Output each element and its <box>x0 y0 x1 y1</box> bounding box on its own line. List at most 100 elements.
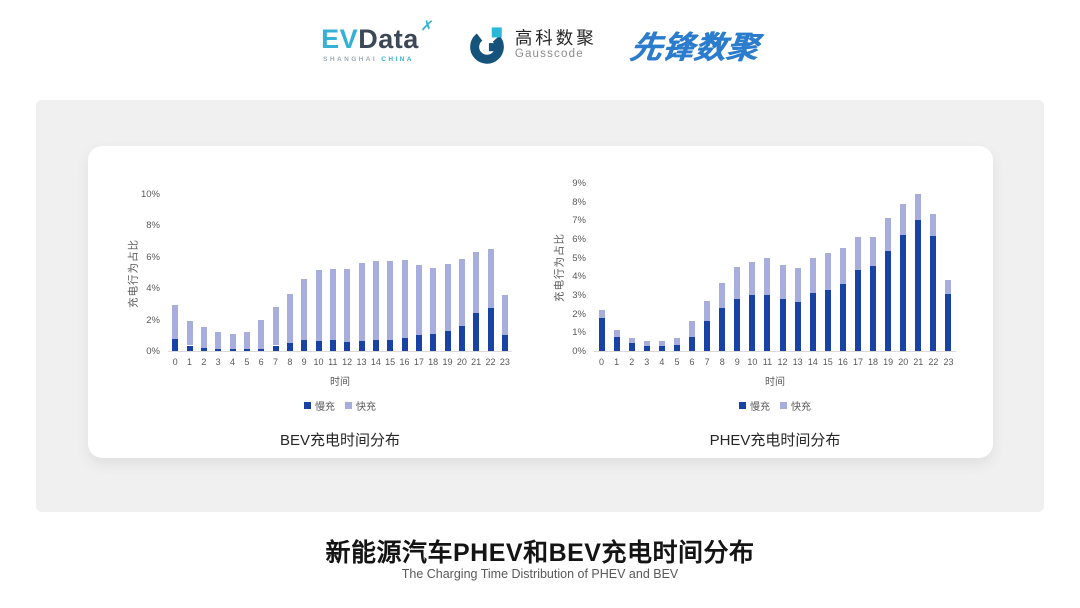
bar-segment-fast <box>358 263 365 341</box>
bar-segment-fast <box>258 319 265 349</box>
y-tick-label: 8% <box>572 196 586 208</box>
bar-segment-slow <box>915 220 922 351</box>
x-tick-label: 14 <box>807 357 818 367</box>
bar-segment-slow <box>824 290 831 351</box>
x-tick-label: 15 <box>385 357 396 367</box>
bar-segment-fast <box>915 194 922 221</box>
x-tick-label: 11 <box>328 357 338 367</box>
bar-segment-fast <box>628 337 635 343</box>
bar-segment-slow <box>885 251 892 351</box>
x-tick-label: 2 <box>201 357 207 367</box>
x-tick-label: 20 <box>898 357 909 367</box>
bar-segment-slow <box>243 349 250 351</box>
bar-segment-slow <box>329 340 336 351</box>
x-tick-label: 5 <box>244 357 250 367</box>
y-tick-label: 0% <box>572 346 586 357</box>
bar-segment-slow <box>358 340 365 351</box>
bar-segment-slow <box>200 347 207 351</box>
legend-swatch-icon <box>345 402 352 409</box>
bar-segment-fast <box>839 248 846 284</box>
bar-segment-slow <box>643 346 650 351</box>
bar-segment-slow <box>689 337 696 351</box>
x-tick-label: 6 <box>689 357 695 367</box>
bar-segment-fast <box>473 252 480 314</box>
bar-segment-slow <box>734 298 741 351</box>
page-subtitle: The Charging Time Distribution of PHEV a… <box>401 567 679 581</box>
x-tick-label: 10 <box>313 357 324 367</box>
x-tick-label: 16 <box>837 357 848 367</box>
x-tick-label: 0 <box>172 357 178 367</box>
bar-segment-slow <box>344 341 351 351</box>
bar-segment-fast <box>229 333 236 350</box>
x-tick-label: 21 <box>913 357 924 367</box>
bar-segment-fast <box>301 278 308 340</box>
bar-segment-fast <box>286 294 293 344</box>
x-axis-line <box>168 351 512 352</box>
y-tick-label: 8% <box>146 220 160 232</box>
x-tick-label: 13 <box>356 357 367 367</box>
bar-segment-slow <box>286 343 293 351</box>
evdata-wordmark: EV Data ✗ <box>321 17 435 53</box>
x-tick-label: 19 <box>883 357 894 367</box>
evdata-logo: EV Data ✗ SHANGHAI CHINA <box>321 17 435 64</box>
x-tick-label: 3 <box>644 357 650 367</box>
y-tick-label: 9% <box>572 178 586 189</box>
y-tick-label: 3% <box>572 290 586 301</box>
gausscode-cn-text: 高科数聚 <box>514 27 597 48</box>
x-tick-label: 1 <box>614 357 620 367</box>
x-tick-label: 22 <box>928 357 939 367</box>
bar-segment-fast <box>487 248 494 308</box>
bar-segment-fast <box>186 321 193 346</box>
y-tick-label: 0% <box>146 346 160 357</box>
bar-segment-slow <box>628 342 635 351</box>
y-tick-label: 10% <box>140 189 160 200</box>
legend-item: 快充 <box>345 398 376 413</box>
gausscode-logo: 高科数聚 Gausscode <box>468 26 597 64</box>
x-tick-label: 12 <box>342 357 353 367</box>
bar-segment-slow <box>401 337 408 351</box>
x-tick-label: 6 <box>258 357 264 367</box>
bar-segment-slow <box>315 340 322 351</box>
x-tick-label: 18 <box>868 357 879 367</box>
bar-segment-slow <box>719 308 726 351</box>
evdata-star-icon: ✗ <box>419 16 435 36</box>
bar-segment-fast <box>598 309 605 319</box>
x-axis-line <box>594 351 956 352</box>
bar-segment-fast <box>673 337 680 346</box>
bar-segment-slow <box>613 337 620 351</box>
bar-segment-slow <box>215 348 222 351</box>
y-tick-label: 4% <box>146 283 160 295</box>
y-tick-label: 5% <box>572 252 586 264</box>
x-tick-label: 8 <box>719 357 725 367</box>
bar-segment-slow <box>598 318 605 351</box>
bar-segment-slow <box>930 236 937 351</box>
bar-segment-slow <box>415 335 422 351</box>
x-tick-label: 3 <box>215 357 221 367</box>
x-tick-label: 12 <box>777 357 788 367</box>
bar-segment-slow <box>172 339 179 351</box>
bar-segment-slow <box>749 295 756 351</box>
bar-segment-slow <box>372 340 379 351</box>
legend-item: 快充 <box>780 398 811 413</box>
bar-segment-slow <box>704 321 711 351</box>
charts-card: 充电行为占比 0% 2% 4% 6% 8% 10% 0 1 2 3 4 5 6 7 8 9 10 11 12 13 14 1… <box>88 146 993 458</box>
bar-segment-fast <box>344 269 351 342</box>
bar-segment-fast <box>643 340 650 347</box>
chart-legend: 慢充 快充 <box>168 398 512 413</box>
x-tick-label: 8 <box>287 357 293 367</box>
bar-segment-fast <box>764 257 771 295</box>
bar-segment-fast <box>458 259 465 326</box>
bar-segment-slow <box>870 266 877 351</box>
x-tick-label: 17 <box>413 357 424 367</box>
bar-segment-slow <box>430 333 437 351</box>
x-tick-label: 11 <box>762 357 773 367</box>
x-tick-label: 7 <box>704 357 710 367</box>
x-tick-label: 14 <box>370 357 381 367</box>
bar-segment-fast <box>824 253 831 291</box>
bev-chart: 充电行为占比 0% 2% 4% 6% 8% 10% 0 1 2 3 4 5 6 7 8 9 10 11 12 13 14 1… <box>88 146 993 458</box>
xianfeng-text: 先锋数聚 <box>627 30 761 65</box>
bar-segment-fast <box>315 270 322 341</box>
bar-segment-fast <box>704 300 711 322</box>
logo-strip: EV Data ✗ SHANGHAI CHINA 高科数聚 Gausscode 先锋… <box>0 17 1080 67</box>
x-tick-label: 18 <box>428 357 439 367</box>
